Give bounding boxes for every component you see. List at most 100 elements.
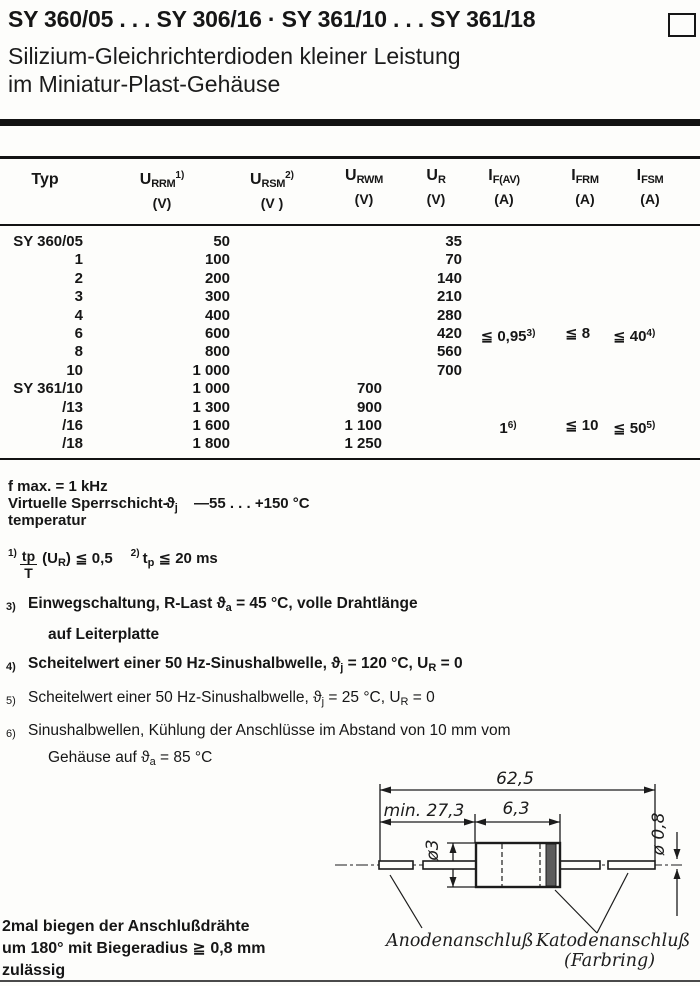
table-cell xyxy=(232,362,300,380)
table-bottom-rule xyxy=(0,458,700,461)
footnote: 4) Scheitelwert einer 50 Hz-Sinushalbwell… xyxy=(4,651,700,682)
table-cell xyxy=(300,362,384,380)
table-cell xyxy=(464,343,552,361)
junction-temp-label-2: temperatur xyxy=(8,512,87,529)
table-row: 6 600 420 ≦ 0,953) ≦ 8 ≦ 404) xyxy=(0,324,700,345)
footnote-marker: 5) xyxy=(6,694,16,707)
table-row: /18 1 800 1 250 xyxy=(0,435,700,453)
table-cell xyxy=(552,270,608,288)
table-cell: 140 xyxy=(436,269,462,287)
column-header-urwm: URWM (V) xyxy=(345,167,383,207)
table-cell: ≦ 8 xyxy=(565,324,591,342)
cathode-lead-outer xyxy=(607,860,656,870)
table-cell xyxy=(552,343,608,361)
footnote-2-condition: tp ≦ 20 ms xyxy=(142,550,218,569)
table-header: Typ URRM1) (V) URSM2) (V ) URWM (V) UR (… xyxy=(0,166,700,222)
junction-temp-symbol: ϑj xyxy=(166,495,178,514)
table-cell xyxy=(300,343,384,361)
table-cell: 420 xyxy=(436,324,462,342)
table-cell: /13 xyxy=(62,398,83,416)
table-cell: 800 xyxy=(204,343,230,361)
table-cell: 6 xyxy=(74,324,83,342)
table-cell xyxy=(300,251,384,269)
dia-lead-label: ø 0,8 xyxy=(649,812,669,856)
table-cell xyxy=(464,288,552,306)
table-cell xyxy=(464,362,552,380)
table-cell: 400 xyxy=(204,306,230,324)
table-cell: 35 xyxy=(445,233,462,250)
column-header-urrm: URRM1) (V) xyxy=(139,170,185,211)
table-cell: 100 xyxy=(204,251,230,269)
table-cell xyxy=(552,288,608,306)
cathode-sublabel: (Farbring) xyxy=(564,951,655,971)
table-cell xyxy=(232,343,300,361)
table-cell: /18 xyxy=(62,435,83,453)
table-row: /16 1 600 1 100 16) ≦ 10 ≦ 505) xyxy=(0,416,700,437)
table-cell: 700 xyxy=(436,361,462,379)
table-cell xyxy=(552,399,608,417)
table-cell: 600 xyxy=(204,324,230,342)
table-cell xyxy=(552,251,608,269)
table-cell: 1 100 xyxy=(344,416,382,434)
table-cell xyxy=(384,435,464,453)
subtitle-line1: Silizium-Gleichrichterdioden kleiner Lei… xyxy=(8,43,461,69)
cathode-leader xyxy=(554,889,598,934)
table-cell xyxy=(464,435,552,453)
anode-lead-outer xyxy=(378,860,414,870)
junction-temp-label-1: Virtuelle Sperrschicht- xyxy=(8,495,168,512)
table-cell xyxy=(552,435,608,453)
footnote: 6) Sinushalbwellen, Kühlung der Anschlüss… xyxy=(6,722,511,768)
table-cell xyxy=(300,233,384,251)
cathode-leader xyxy=(596,872,629,934)
table-top-rule xyxy=(0,156,700,159)
table-cell: ≦ 0,953) xyxy=(480,327,536,345)
table-cell xyxy=(232,288,300,306)
column-header-ifav: IF(AV) (A) xyxy=(488,167,520,207)
table-row: 1 100 70 xyxy=(0,251,700,269)
anode-label: Anodenanschluß xyxy=(384,931,534,951)
table-cell xyxy=(608,399,695,417)
footnote-1-2: 1) tp T (UR) ≦ 0,5 2) tp ≦ 20 ms xyxy=(8,548,218,581)
table-cell: ≦ 505) xyxy=(613,419,656,437)
table-cell: 1 000 xyxy=(192,361,230,379)
table-cell: 70 xyxy=(445,251,462,269)
table-cell: 50 xyxy=(213,233,230,250)
table-cell: /16 xyxy=(62,416,83,434)
table-cell xyxy=(232,399,300,417)
table-cell xyxy=(464,380,552,398)
fmax-line: f max. = 1 kHz xyxy=(8,478,108,495)
dim-body-label: 6,3 xyxy=(502,799,529,819)
table-cell xyxy=(232,307,300,325)
table-cell xyxy=(608,307,695,325)
footnote-marker: 6) xyxy=(6,728,16,740)
column-header-ifrm: IFRM (A) xyxy=(571,167,599,207)
table-cell xyxy=(552,307,608,325)
dim-arrowheads xyxy=(380,786,681,887)
table-cell xyxy=(464,270,552,288)
table-cell: 1 xyxy=(74,251,83,269)
thick-divider xyxy=(0,119,700,126)
column-header-ur: UR (V) xyxy=(426,167,446,207)
table-row: 3 300 210 xyxy=(0,288,700,306)
dia-body-label: ø3 xyxy=(423,839,443,861)
footnote: 3) Einwegschaltung, R-Last ϑa = 45 °C, vo… xyxy=(6,595,418,643)
table-cell xyxy=(232,435,300,453)
table-cell: ≦ 404) xyxy=(613,327,656,345)
outline-drawing: 62,5 min. 27,3 6,3 ø3 ø 0,8 Anodenanschl… xyxy=(310,756,700,986)
table-cell: 16) xyxy=(499,419,517,437)
footnotes-block: 3) Einwegschaltung, R-Last ϑa = 45 °C, vo… xyxy=(4,591,700,778)
table-cell: 4 xyxy=(74,306,83,324)
table-cell xyxy=(464,251,552,269)
dim-total-label: 62,5 xyxy=(496,769,534,789)
header-bottom-rule xyxy=(0,224,700,227)
table-cell xyxy=(608,380,695,398)
cathode-band xyxy=(545,843,557,887)
footnote-marker: 4) xyxy=(6,661,16,673)
table-row: 8 800 560 xyxy=(0,343,700,361)
table-cell: 3 xyxy=(74,288,83,306)
cathode-lead-inner xyxy=(559,860,601,870)
table-cell xyxy=(300,288,384,306)
table-cell xyxy=(384,380,464,398)
table-cell xyxy=(464,399,552,417)
table-cell: SY 360/05 xyxy=(13,233,83,250)
